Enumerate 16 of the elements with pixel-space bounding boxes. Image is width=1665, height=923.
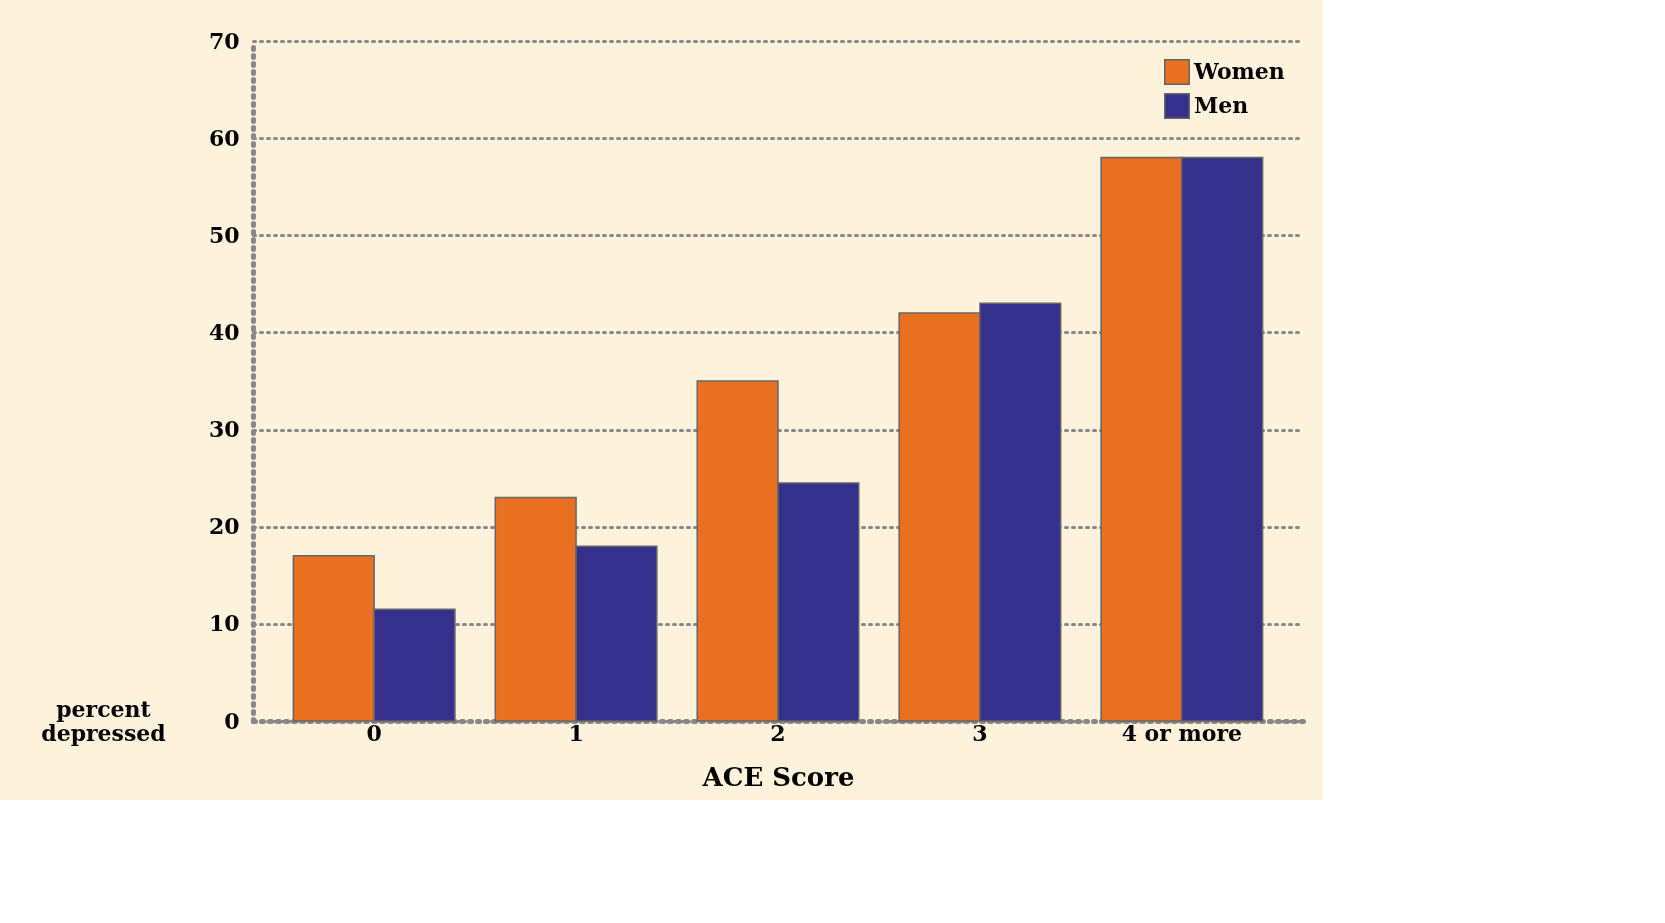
x-tick-label: 1 [568, 719, 584, 746]
legend-label: Men [1194, 92, 1249, 118]
y-tick-label: 40 [208, 318, 240, 345]
x-tick-label: 0 [366, 719, 382, 746]
x-tick-label: 3 [972, 719, 988, 746]
x-axis-title: ACE Score [701, 761, 855, 792]
y-tick-label: 10 [208, 610, 240, 637]
y-tick-label: 70 [208, 27, 240, 54]
x-tick-label: 2 [770, 719, 786, 746]
y-tick-label: 50 [208, 221, 240, 248]
legend-label: Women [1193, 58, 1285, 84]
x-tick-label: 4 or more [1121, 719, 1243, 746]
y-tick-label: 20 [208, 513, 240, 540]
y-axis-title: percent depressed [41, 695, 166, 746]
y-tick-label: 60 [208, 124, 240, 151]
y-tick-label: 30 [208, 416, 240, 443]
